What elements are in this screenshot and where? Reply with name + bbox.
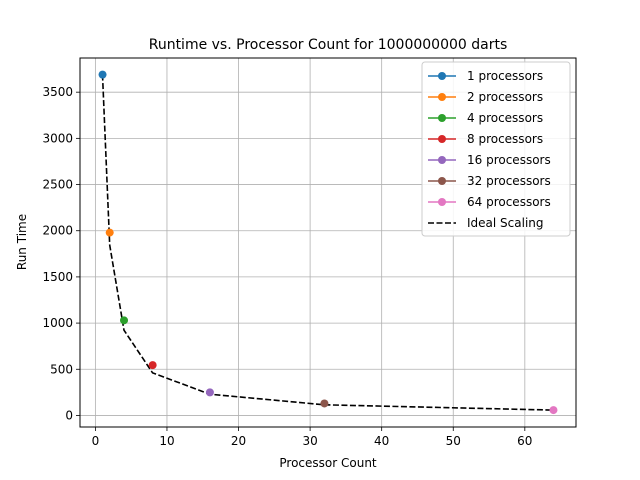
y-tick-label: 3500: [42, 85, 73, 99]
x-tick-label: 20: [231, 434, 246, 448]
data-point: [205, 388, 214, 397]
legend-label: 1 processors: [467, 69, 543, 83]
x-tick-label: 50: [446, 434, 461, 448]
y-axis: 0 500 1000 1500 2000 2500 3000 3500: [42, 85, 80, 422]
y-tick-label: 3000: [42, 131, 73, 145]
ideal-scaling-line-group: [101, 74, 554, 411]
plot-frame: [79, 57, 577, 428]
data-point: [549, 406, 558, 415]
y-tick-label: 1000: [42, 316, 73, 330]
legend-marker: [438, 93, 446, 101]
x-tick-label: 30: [302, 434, 317, 448]
legend-marker: [438, 72, 446, 80]
x-tick-label: 40: [374, 434, 389, 448]
x-tick-label: 10: [159, 434, 174, 448]
legend-marker: [438, 177, 446, 185]
y-tick-label: 500: [50, 362, 73, 376]
legend-marker: [438, 135, 446, 143]
data-point: [98, 70, 107, 79]
y-tick-label: 2000: [42, 224, 73, 238]
x-axis-label: Processor Count: [279, 456, 377, 470]
y-tick-label: 0: [65, 408, 73, 422]
y-tick-label: 1500: [42, 270, 73, 284]
ideal-scaling-line: [101, 74, 554, 411]
data-point: [148, 361, 157, 370]
legend-marker: [438, 156, 446, 164]
legend-label: Ideal Scaling: [467, 216, 544, 230]
legend-label: 8 processors: [467, 132, 543, 146]
y-tick-label: 2500: [42, 178, 73, 192]
data-point: [105, 228, 114, 237]
data-point: [320, 399, 329, 408]
legend-label: 2 processors: [467, 90, 543, 104]
x-tick-label: 0: [92, 434, 100, 448]
data-point: [120, 316, 129, 325]
legend-label: 16 processors: [467, 153, 551, 167]
chart-title: Runtime vs. Processor Count for 10000000…: [149, 37, 508, 53]
legend-label: 64 processors: [467, 195, 551, 209]
legend: 1 processors 2 processors 4 processors 8 pr…: [421, 61, 571, 237]
data-points: [98, 70, 558, 415]
x-tick-label: 60: [517, 434, 532, 448]
legend-marker: [438, 198, 446, 206]
legend-label: 32 processors: [467, 174, 551, 188]
y-axis-label: Run Time: [15, 214, 29, 270]
x-axis: 0 10 20 30 40 50 60: [92, 427, 532, 448]
legend-box: [421, 61, 571, 237]
legend-label: 4 processors: [467, 111, 543, 125]
legend-marker: [438, 114, 446, 122]
